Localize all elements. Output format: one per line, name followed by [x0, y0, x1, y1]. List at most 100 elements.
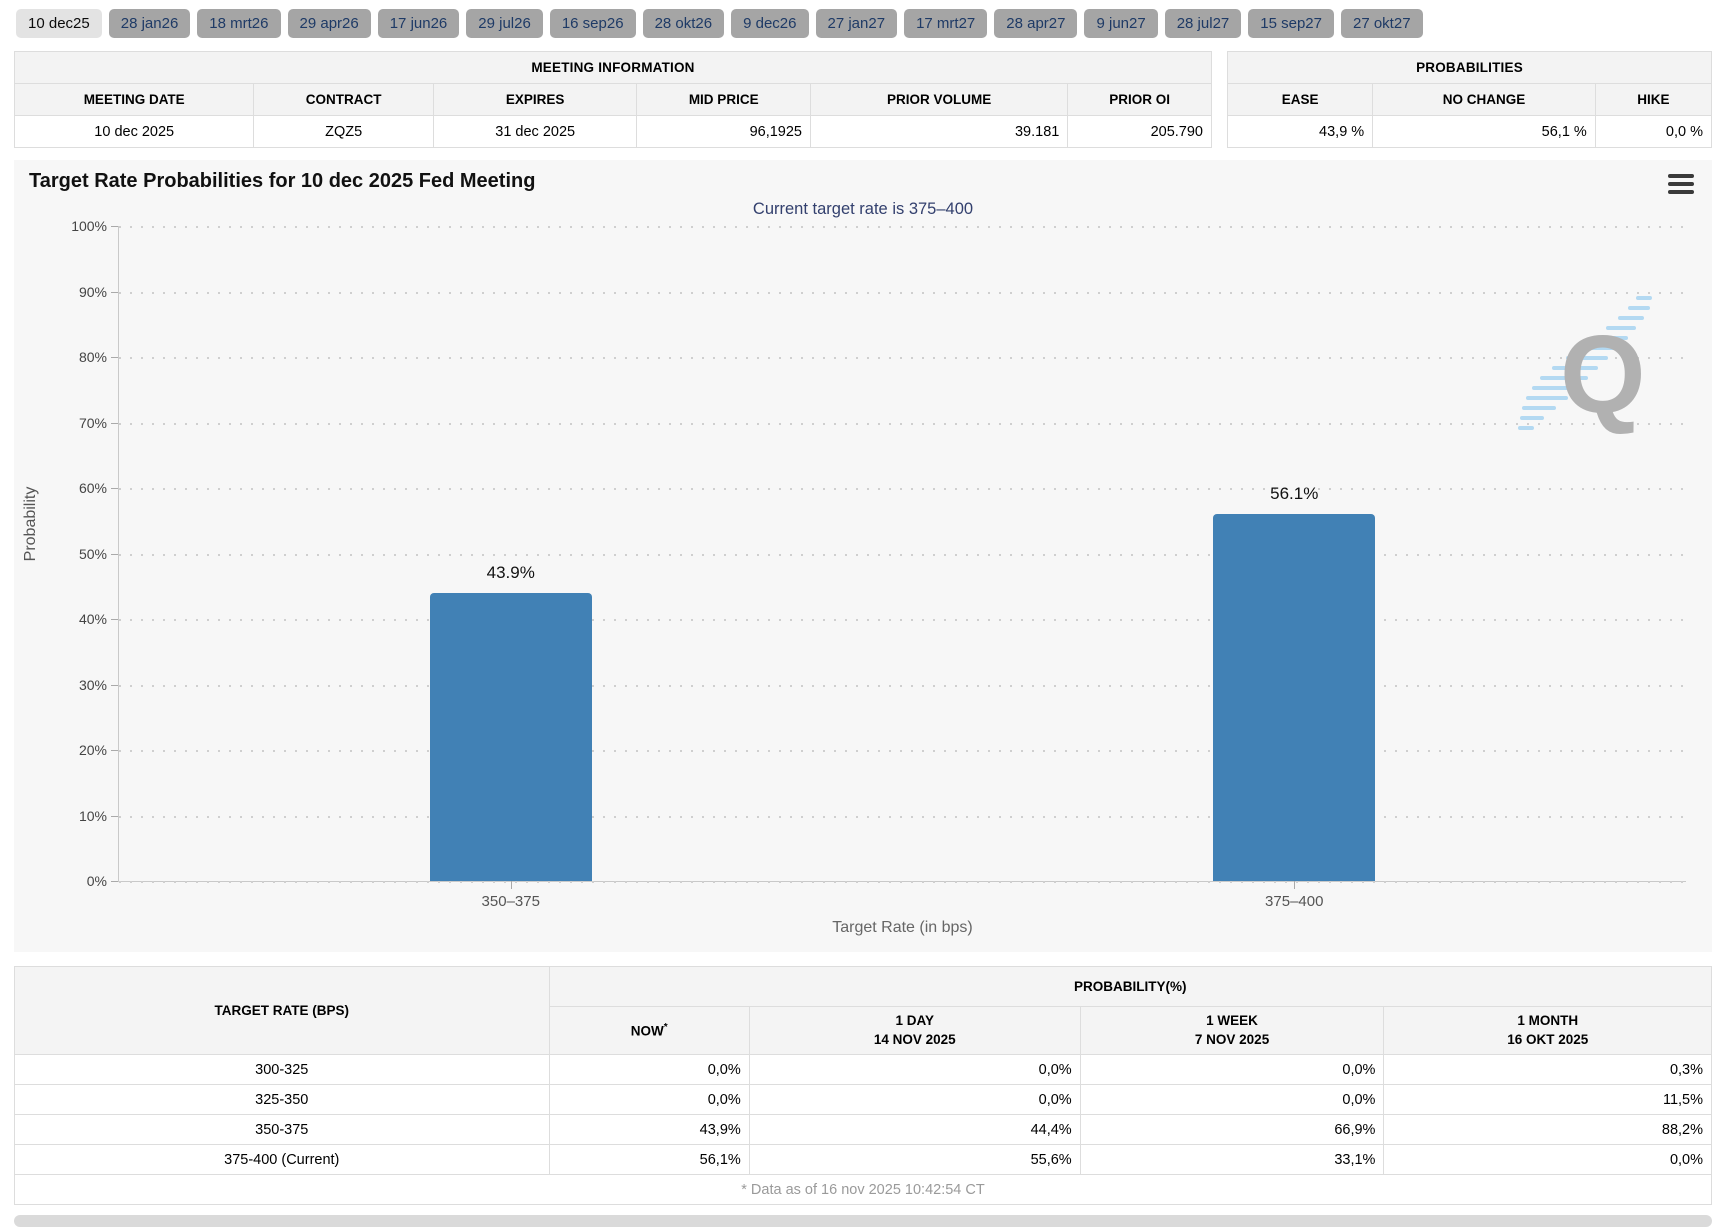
col-prior-oi: PRIOR OI: [1067, 83, 1212, 116]
expires-value: 31 dec 2025: [432, 115, 638, 148]
col-prior-volume: PRIOR VOLUME: [809, 83, 1069, 116]
probabilities-title: PROBABILITIES: [1227, 51, 1712, 84]
data-as-of-footnote: * Data as of 16 nov 2025 10:42:54 CT: [14, 1174, 1712, 1205]
month-cell: 88,2%: [1383, 1114, 1712, 1145]
one-week-label: 1 WEEK: [1206, 1013, 1258, 1029]
tab-meeting-0[interactable]: 10 dec25: [16, 9, 102, 38]
meeting-information-title: MEETING INFORMATION: [14, 51, 1212, 84]
horizontal-scrollbar[interactable]: [14, 1215, 1712, 1227]
probability-history-section: TARGET RATE (BPS) PROBABILITY(%) NOW* 1 …: [14, 966, 1713, 1205]
ytick-0: 0%: [86, 873, 107, 889]
y-axis-title: Probability: [22, 486, 39, 562]
ytick-30: 30%: [78, 676, 107, 693]
tab-meeting-13[interactable]: 28 jul27: [1164, 9, 1242, 38]
tab-meeting-14[interactable]: 15 sep27: [1248, 9, 1334, 38]
ytick-70: 70%: [78, 414, 107, 431]
x-axis-title: Target Rate (in bps): [832, 919, 973, 936]
target-rate-chart: Target Rate Probabilities for 10 dec 202…: [14, 160, 1712, 952]
prior-oi-value: 205.790: [1067, 115, 1212, 148]
col-ease: EASE: [1226, 83, 1374, 116]
plot-area: 100% 90% 80% 70% 60% 50% 40% 30% 20% 10%…: [71, 218, 1686, 936]
ytick-20: 20%: [78, 742, 107, 758]
ytick-40: 40%: [78, 611, 107, 627]
tab-meeting-5[interactable]: 29 jul26: [466, 9, 543, 38]
meeting-information-table: MEETING INFORMATION MEETING DATE CONTRAC…: [13, 51, 1212, 148]
day-cell: 0,0%: [748, 1054, 1081, 1085]
ytick-50: 50%: [78, 545, 107, 562]
table-row: 350-375 43,9% 44,4% 66,9% 88,2%: [14, 1114, 1712, 1145]
svg-text:Q: Q: [1560, 313, 1646, 436]
one-week-date: 7 NOV 2025: [1194, 1031, 1270, 1047]
month-cell: 0,0%: [1383, 1144, 1712, 1175]
tab-meeting-1[interactable]: 28 jan26: [108, 9, 191, 38]
day-cell: 55,6%: [748, 1144, 1081, 1175]
tab-meeting-11[interactable]: 28 apr27: [994, 9, 1078, 38]
hike-value: 0,0 %: [1594, 115, 1713, 148]
probabilities-row: 43,9 % 56,1 % 0,0 %: [1226, 115, 1713, 148]
bar-350-375: 43.9%: [429, 226, 592, 881]
table-row: 375-400 (Current) 56,1% 55,6% 33,1% 0,0%: [14, 1144, 1712, 1175]
week-cell: 66,9%: [1079, 1114, 1385, 1145]
probability-history-table: TARGET RATE (BPS) PROBABILITY(%) NOW* 1 …: [14, 966, 1713, 1205]
chart-title: Target Rate Probabilities for 10 dec 202…: [29, 170, 536, 192]
tab-meeting-9[interactable]: 27 jan27: [815, 9, 898, 38]
tab-meeting-12[interactable]: 9 jun27: [1084, 9, 1158, 38]
bar-rect-350-375: [429, 593, 592, 881]
day-cell: 44,4%: [748, 1114, 1081, 1145]
bar-label-375-400: 56.1%: [1270, 483, 1319, 503]
mid-price-value: 96,1925: [636, 115, 811, 148]
summary-tables: MEETING INFORMATION MEETING DATE CONTRAC…: [13, 51, 1713, 148]
xcat-375-400: 375–400: [1265, 893, 1324, 910]
now-footnote-marker: *: [663, 1021, 668, 1033]
ytick-100: 100%: [71, 218, 107, 234]
ytick-60: 60%: [78, 480, 107, 496]
chart-menu-icon[interactable]: [1668, 174, 1694, 194]
rate-cell: 325-350: [14, 1084, 550, 1115]
tab-meeting-6[interactable]: 16 sep26: [549, 9, 636, 38]
col-contract: CONTRACT: [253, 83, 434, 116]
col-now: NOW*: [548, 1006, 750, 1055]
tab-meeting-7[interactable]: 28 okt26: [642, 9, 725, 38]
col-hike: HIKE: [1594, 83, 1713, 116]
xcat-350-375: 350–375: [481, 893, 540, 910]
tab-meeting-4[interactable]: 17 jun26: [377, 9, 460, 38]
day-cell: 0,0%: [748, 1084, 1081, 1115]
one-month-label: 1 MONTH: [1517, 1013, 1579, 1029]
tab-meeting-3[interactable]: 29 apr26: [287, 9, 371, 38]
meeting-tabs: 10 dec25 28 jan26 18 mrt26 29 apr26 17 j…: [0, 0, 1726, 45]
target-rate-bps-header: TARGET RATE (BPS): [14, 966, 550, 1055]
rate-cell: 350-375: [14, 1114, 550, 1145]
meeting-date-value: 10 dec 2025: [13, 115, 255, 148]
week-cell: 0,0%: [1079, 1054, 1385, 1085]
week-cell: 33,1%: [1079, 1144, 1385, 1175]
chart-subtitle: Current target rate is 375–400: [752, 200, 974, 218]
ease-value: 43,9 %: [1226, 115, 1374, 148]
col-no-change: NO CHANGE: [1372, 83, 1596, 116]
probability-group-header: PROBABILITY(%): [548, 966, 1713, 1007]
probabilities-summary-table: PROBABILITIES EASE NO CHANGE HIKE 43,9 %…: [1226, 51, 1713, 148]
rate-cell: 300-325: [14, 1054, 550, 1085]
table-row: 300-325 0,0% 0,0% 0,0% 0,3%: [14, 1054, 1712, 1085]
col-expires: EXPIRES: [432, 83, 638, 116]
no-change-value: 56,1 %: [1372, 115, 1596, 148]
now-cell: 0,0%: [548, 1084, 750, 1115]
month-cell: 0,3%: [1383, 1054, 1712, 1085]
tab-meeting-8[interactable]: 9 dec26: [731, 9, 809, 38]
tab-meeting-15[interactable]: 27 okt27: [1340, 9, 1423, 38]
now-cell: 0,0%: [548, 1054, 750, 1085]
bar-375-400: 56.1%: [1213, 226, 1376, 881]
tab-meeting-2[interactable]: 18 mrt26: [197, 9, 281, 38]
week-cell: 0,0%: [1079, 1084, 1385, 1115]
one-month-date: 16 OKT 2025: [1507, 1031, 1589, 1047]
watermark-logo: Q: [1518, 296, 1652, 436]
now-cell: 56,1%: [548, 1144, 750, 1175]
tab-meeting-10[interactable]: 17 mrt27: [904, 9, 988, 38]
prior-volume-value: 39.181: [809, 115, 1069, 148]
table-row: 325-350 0,0% 0,0% 0,0% 11,5%: [14, 1084, 1712, 1115]
one-day-date: 14 NOV 2025: [873, 1031, 956, 1047]
ytick-10: 10%: [78, 807, 107, 824]
col-1-week: 1 WEEK 7 NOV 2025: [1079, 1006, 1385, 1055]
bar-label-350-375: 43.9%: [486, 563, 535, 583]
rate-cell-current: 375-400 (Current): [14, 1144, 550, 1175]
